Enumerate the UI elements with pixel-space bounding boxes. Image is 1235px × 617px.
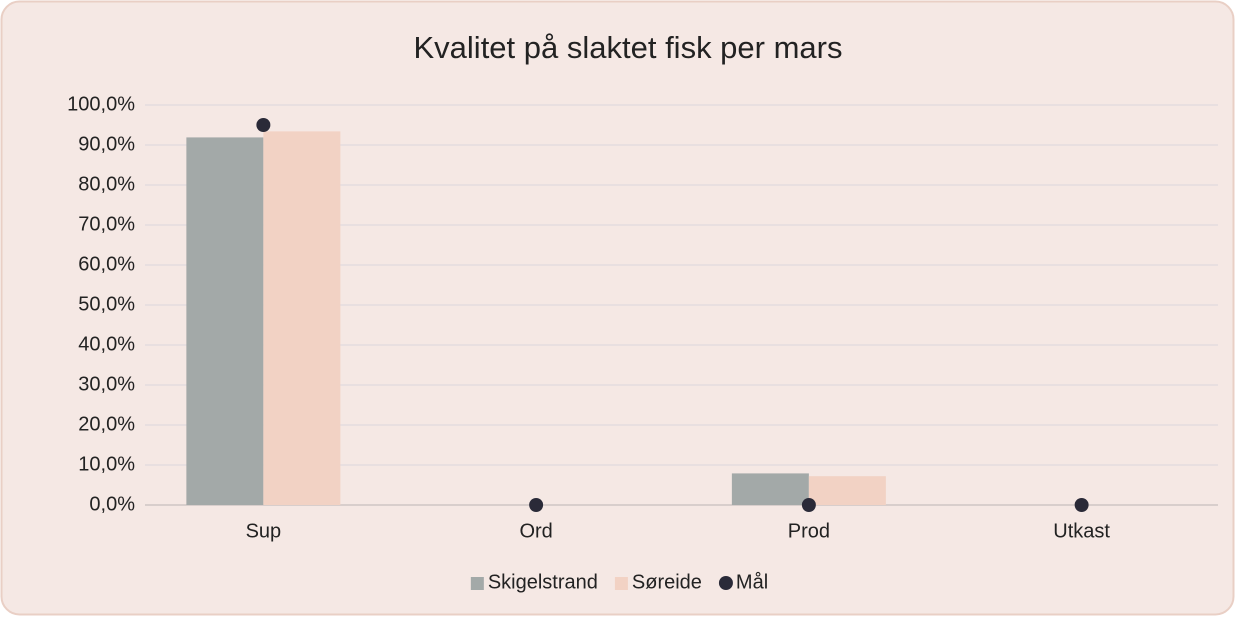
x-tick-label: Ord [519, 520, 552, 542]
legend-marker [718, 576, 733, 590]
y-tick-label: 30,0% [78, 373, 135, 395]
x-tick-label: Prod [788, 520, 830, 542]
bar [186, 137, 264, 505]
target-marker [256, 118, 271, 132]
y-tick-label: 50,0% [78, 293, 135, 315]
legend-swatch [470, 577, 484, 590]
target-marker [801, 498, 816, 512]
legend-label: Skigelstrand [488, 571, 598, 593]
chart-title: Kvalitet på slaktet fisk per mars [414, 30, 843, 65]
bar [731, 473, 809, 505]
y-tick-label: 80,0% [78, 173, 135, 195]
y-tick-label: 70,0% [78, 213, 135, 235]
target-marker [1074, 498, 1089, 512]
y-tick-label: 100,0% [67, 93, 135, 115]
x-tick-label: Utkast [1053, 520, 1110, 542]
y-tick-label: 60,0% [78, 253, 135, 275]
y-tick-label: 20,0% [78, 413, 135, 435]
legend-label: Mål [736, 571, 768, 593]
bar [263, 131, 341, 505]
legend-swatch [614, 577, 628, 590]
bar [808, 476, 886, 505]
y-tick-label: 10,0% [78, 453, 135, 475]
y-tick-label: 0,0% [89, 493, 135, 515]
y-tick-label: 90,0% [78, 133, 135, 155]
target-marker [529, 498, 544, 512]
x-tick-label: Sup [246, 520, 282, 542]
y-tick-label: 40,0% [78, 333, 135, 355]
legend-label: Søreide [632, 571, 702, 593]
